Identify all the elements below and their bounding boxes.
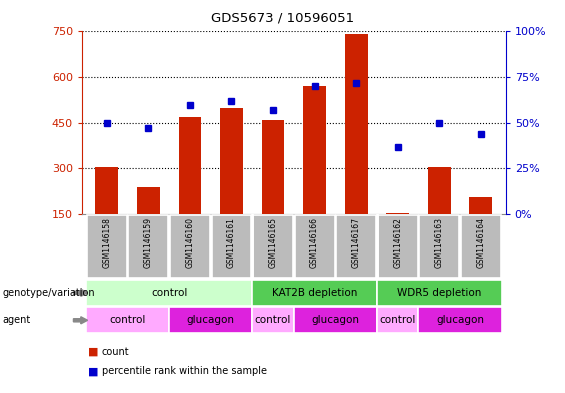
FancyBboxPatch shape (336, 215, 376, 278)
Text: GSM1146162: GSM1146162 (393, 217, 402, 268)
Text: GSM1146166: GSM1146166 (310, 217, 319, 268)
FancyBboxPatch shape (252, 280, 377, 306)
Bar (303, 86, 326, 214)
FancyBboxPatch shape (253, 215, 293, 278)
FancyBboxPatch shape (86, 307, 169, 333)
Bar (179, 117, 201, 214)
Bar (95, 167, 118, 214)
FancyBboxPatch shape (169, 307, 252, 333)
Text: control: control (151, 288, 188, 298)
Text: glucagon: glucagon (186, 315, 234, 325)
Text: GSM1146164: GSM1146164 (476, 217, 485, 268)
FancyBboxPatch shape (419, 215, 459, 278)
FancyBboxPatch shape (461, 215, 501, 278)
Text: GSM1146167: GSM1146167 (351, 217, 360, 268)
Text: control: control (380, 315, 416, 325)
Text: genotype/variation: genotype/variation (3, 288, 95, 298)
FancyBboxPatch shape (294, 215, 334, 278)
Bar (137, 187, 160, 214)
Bar (220, 108, 243, 214)
Bar (428, 167, 451, 214)
Text: GSM1146159: GSM1146159 (144, 217, 153, 268)
Bar (470, 197, 492, 214)
Text: percentile rank within the sample: percentile rank within the sample (102, 366, 267, 376)
Text: count: count (102, 347, 129, 357)
Text: GSM1146158: GSM1146158 (102, 217, 111, 268)
Bar (386, 213, 409, 214)
Text: glucagon: glucagon (436, 315, 484, 325)
Text: KAT2B depletion: KAT2B depletion (272, 288, 357, 298)
FancyBboxPatch shape (377, 280, 502, 306)
FancyBboxPatch shape (211, 215, 251, 278)
Bar (345, 35, 368, 214)
FancyBboxPatch shape (170, 215, 210, 278)
FancyBboxPatch shape (378, 215, 418, 278)
Text: GDS5673 / 10596051: GDS5673 / 10596051 (211, 12, 354, 25)
FancyBboxPatch shape (377, 307, 419, 333)
FancyBboxPatch shape (419, 307, 502, 333)
FancyBboxPatch shape (128, 215, 168, 278)
FancyBboxPatch shape (87, 215, 127, 278)
Text: ■: ■ (88, 347, 98, 357)
Text: GSM1146161: GSM1146161 (227, 217, 236, 268)
FancyBboxPatch shape (294, 307, 377, 333)
FancyBboxPatch shape (252, 307, 294, 333)
FancyBboxPatch shape (86, 280, 252, 306)
Text: WDR5 depletion: WDR5 depletion (397, 288, 481, 298)
Text: control: control (255, 315, 291, 325)
Text: GSM1146165: GSM1146165 (268, 217, 277, 268)
Text: control: control (110, 315, 146, 325)
Text: GSM1146160: GSM1146160 (185, 217, 194, 268)
Bar (262, 120, 284, 214)
Text: glucagon: glucagon (311, 315, 359, 325)
Text: GSM1146163: GSM1146163 (434, 217, 444, 268)
Text: ■: ■ (88, 366, 98, 376)
Text: agent: agent (3, 315, 31, 325)
